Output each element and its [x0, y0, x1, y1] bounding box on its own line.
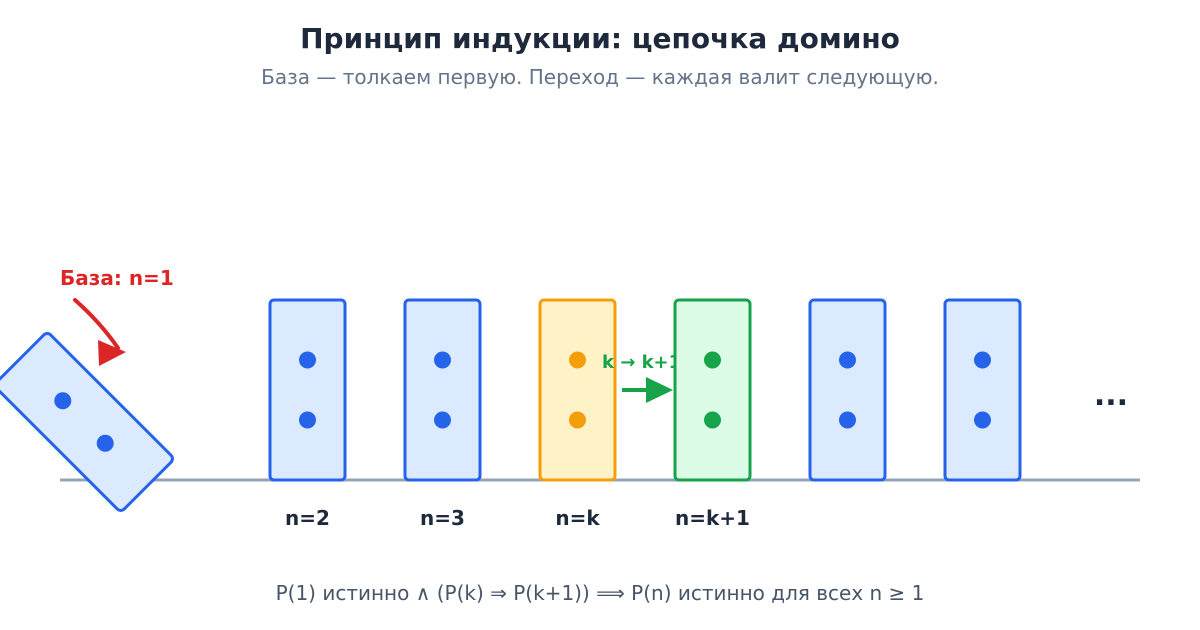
domino-dot-bottom — [974, 411, 991, 429]
push-arrow-shaft — [73, 298, 120, 350]
domino-dot-top — [704, 351, 721, 369]
domino-body — [268, 298, 347, 482]
step-arrow-head — [646, 377, 673, 403]
domino-n3 — [403, 298, 482, 482]
domino-dot-bottom — [299, 411, 316, 429]
domino-body — [808, 298, 887, 482]
first-domino-dot-bottom — [96, 434, 114, 452]
domino-label-nk: n=k — [555, 506, 600, 530]
domino-next-1 — [808, 298, 887, 482]
domino-dot-top — [299, 351, 316, 369]
domino-dot-bottom — [434, 411, 451, 429]
first-domino-falling — [0, 332, 174, 512]
continuation-ellipsis: ... — [1094, 378, 1128, 413]
page-subtitle: База — толкаем первую. Переход — каждая … — [261, 65, 939, 89]
domino-body — [538, 298, 617, 482]
domino-dot-top — [569, 351, 586, 369]
domino-dot-top — [839, 351, 856, 369]
page-title: Принцип индукции: цепочка домино — [300, 22, 900, 55]
domino-next-2 — [943, 298, 1022, 482]
domino-label-n3: n=3 — [420, 506, 465, 530]
domino-body — [403, 298, 482, 482]
domino-dot-bottom — [704, 411, 721, 429]
push-arrow-head — [98, 340, 126, 366]
base-label: База: n=1 — [60, 266, 174, 290]
domino-label-nk1: n=k+1 — [675, 506, 750, 530]
domino-n2 — [268, 298, 347, 482]
first-domino-dot-top — [54, 392, 72, 410]
domino-nk — [538, 298, 617, 482]
domino-body — [673, 298, 752, 482]
domino-nk1 — [673, 298, 752, 482]
domino-dot-top — [974, 351, 991, 369]
step-label: k → k+1 — [602, 352, 681, 373]
domino-dot-top — [434, 351, 451, 369]
induction-formula: P(1) истинно ∧ (P(k) ⇒ P(k+1)) ⟹ P(n) ис… — [276, 581, 925, 605]
first-domino-body — [0, 332, 174, 512]
domino-body — [943, 298, 1022, 482]
domino-dot-bottom — [569, 411, 586, 429]
domino-dot-bottom — [839, 411, 856, 429]
domino-label-n2: n=2 — [285, 506, 330, 530]
